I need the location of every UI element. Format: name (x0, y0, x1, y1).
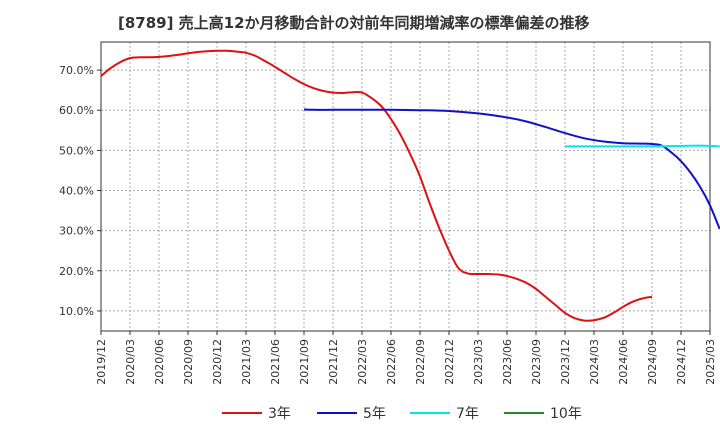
x-tick-label: 2023/06 (501, 339, 514, 385)
x-tick-label: 2021/09 (298, 339, 311, 385)
x-tick-label: 2022/09 (414, 339, 427, 385)
x-tick-label: 2023/03 (472, 339, 485, 385)
series-line-1 (303, 108, 720, 230)
legend: 3年 5年 7年 10年 (222, 406, 582, 422)
x-tick-label: 2019/12 (95, 339, 108, 385)
y-tick-label: 40.0% (59, 185, 94, 198)
x-tick-label: 2020/09 (182, 339, 195, 385)
x-tick-label: 2024/03 (588, 339, 601, 385)
chart-title: [8789] 売上高12か月移動合計の対前年同期増減率の標準偏差の推移 (118, 14, 590, 32)
grid-layer (100, 42, 711, 331)
y-tick-label: 50.0% (59, 144, 94, 157)
x-tick-label: 2022/12 (443, 339, 456, 385)
legend-label-1: 5年 (363, 406, 386, 422)
x-tick-label: 2024/12 (675, 339, 688, 385)
x-tick-label: 2024/09 (646, 339, 659, 385)
x-tick-label: 2024/06 (617, 339, 630, 385)
y-tick-label: 20.0% (59, 265, 94, 278)
x-tick-label: 2021/12 (327, 339, 340, 385)
x-tick-label: 2020/06 (153, 339, 166, 385)
legend-label-3: 10年 (550, 406, 582, 422)
x-tick-label: 2020/12 (211, 339, 224, 385)
y-tick-label: 60.0% (59, 104, 94, 117)
series-line-2 (564, 144, 720, 148)
y-axis: 10.0% 20.0% 30.0% 40.0% 50.0% 60.0% 70.0% (59, 64, 101, 318)
legend-label-0: 3年 (268, 406, 291, 422)
y-tick-label: 10.0% (59, 305, 94, 318)
x-tick-label: 2020/03 (124, 339, 137, 385)
y-tick-label: 70.0% (59, 64, 94, 77)
series-layer (100, 49, 720, 322)
series-line-0 (100, 49, 653, 322)
x-tick-label: 2021/06 (269, 339, 282, 385)
x-tick-label: 2022/03 (356, 339, 369, 385)
x-axis: 2019/12 2020/03 2020/06 2020/09 2020/12 2021/… (95, 331, 717, 385)
x-tick-label: 2023/12 (559, 339, 572, 385)
plot-frame (100, 41, 711, 332)
x-tick-label: 2023/09 (530, 339, 543, 385)
x-tick-label: 2022/06 (385, 339, 398, 385)
y-tick-label: 30.0% (59, 225, 94, 238)
legend-label-2: 7年 (456, 406, 479, 422)
x-tick-label: 2021/03 (240, 339, 253, 385)
x-tick-label: 2025/03 (704, 339, 717, 385)
